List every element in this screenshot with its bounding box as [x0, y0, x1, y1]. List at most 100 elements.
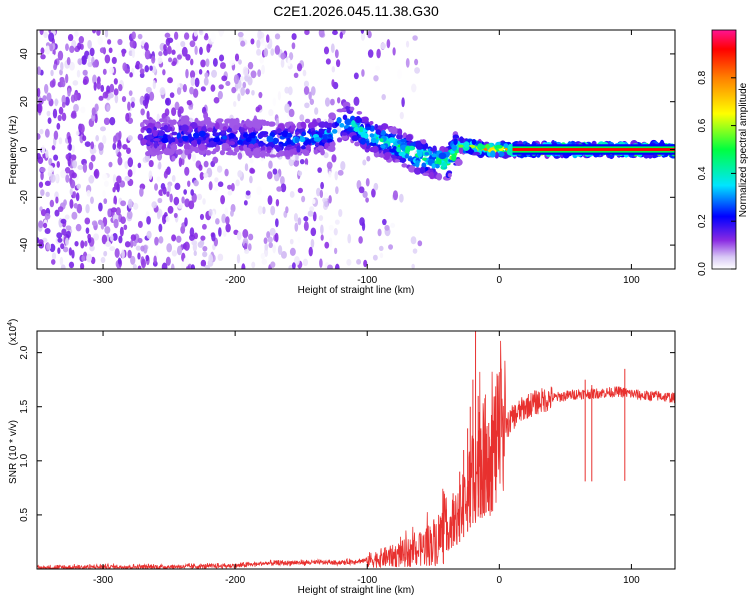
heatmap-noise-cell	[182, 84, 187, 93]
heatmap-signal-cell	[459, 136, 464, 144]
heatmap-noise-cell	[52, 48, 56, 56]
heatmap-signal-cell	[490, 150, 496, 158]
heatmap-signal-cell	[360, 137, 367, 145]
colorbar: 0.0 0.2 0.4 0.6 0.8 Normalized spectral ampl…	[697, 29, 749, 276]
heatmap-noise-cell	[250, 70, 257, 79]
heatmap-noise-cell	[87, 39, 92, 50]
heatmap-noise-cell	[169, 193, 173, 203]
heatmap-noise-cell	[175, 42, 181, 52]
heatmap-noise-cell	[71, 172, 77, 179]
heatmap-noise-cell	[39, 167, 46, 173]
heatmap-noise-cell	[71, 144, 75, 153]
heatmap-noise-cell	[347, 233, 352, 244]
heatmap-noise-cell	[190, 58, 194, 66]
heatmap-noise-cell	[54, 174, 59, 183]
heatmap-signal-cell	[339, 123, 345, 128]
heatmap-noise-cell	[130, 234, 137, 241]
heatmap-noise-cell	[214, 186, 219, 192]
heatmap-signal-cell	[328, 145, 336, 152]
colorbar-tick-label-4: 0.8	[697, 70, 708, 84]
heatmap-noise-cell	[270, 48, 275, 56]
heatmap-noise-cell	[296, 63, 303, 72]
heatmap-signal-cell	[229, 141, 236, 146]
heatmap-signal-cell	[408, 165, 416, 173]
heatmap-noise-cell	[109, 246, 116, 252]
heatmap-noise-cell	[93, 233, 100, 241]
heatmap-noise-cell	[44, 228, 51, 235]
heatmap-noise-cell	[157, 197, 163, 204]
heatmap-noise-cell	[69, 198, 74, 209]
heatmap-noise-cell	[205, 58, 210, 68]
heatmap-noise-cell	[90, 196, 94, 204]
spectrogram-x-tick-label-3: 0	[497, 275, 503, 286]
heatmap-noise-cell	[289, 190, 295, 198]
heatmap-noise-cell	[336, 97, 341, 104]
heatmap-signal-cell	[294, 136, 300, 144]
heatmap-noise-cell	[50, 53, 56, 60]
heatmap-signal-cell	[307, 122, 316, 130]
heatmap-noise-cell	[218, 227, 222, 237]
heatmap-signal-cell	[257, 133, 264, 139]
heatmap-noise-cell	[318, 215, 324, 222]
heatmap-noise-cell	[68, 143, 72, 151]
heatmap-noise-cell	[51, 259, 56, 265]
heatmap-noise-cell	[189, 234, 195, 242]
heatmap-signal-cell	[358, 126, 365, 133]
heatmap-signal-cell	[252, 150, 259, 155]
heatmap-signal-cell	[183, 144, 190, 150]
heatmap-noise-cell	[191, 240, 198, 246]
heatmap-noise-cell	[110, 234, 114, 242]
heatmap-signal-cell	[369, 133, 375, 138]
heatmap-noise-cell	[65, 154, 70, 160]
heatmap-noise-cell	[93, 81, 97, 91]
heatmap-noise-cell	[299, 114, 305, 122]
heatmap-noise-cell	[56, 161, 60, 168]
heatmap-signal-cell	[398, 157, 407, 163]
snr-line-layer	[37, 331, 675, 569]
heatmap-signal-cell	[472, 151, 481, 156]
heatmap-noise-cell	[206, 43, 211, 53]
snr-x-tick-label-1: -200	[225, 575, 245, 586]
heatmap-noise-cell	[122, 144, 128, 150]
heatmap-signal-cell	[161, 137, 169, 144]
heatmap-noise-cell	[249, 158, 254, 164]
heatmap-signal-cell	[413, 167, 422, 175]
heatmap-signal-cell	[375, 129, 382, 135]
spectrogram-heatmap	[37, 30, 675, 269]
heatmap-noise-cell	[268, 242, 273, 249]
heatmap-noise-cell	[268, 160, 273, 169]
heatmap-noise-cell	[166, 243, 173, 253]
heatmap-noise-cell	[46, 92, 52, 102]
heatmap-signal-cell	[431, 163, 436, 169]
heatmap-noise-cell	[193, 250, 197, 257]
heatmap-noise-cell	[38, 220, 44, 229]
heatmap-noise-cell	[184, 217, 188, 227]
heatmap-signal-cell	[151, 145, 160, 153]
heatmap-noise-cell	[331, 154, 337, 163]
heatmap-noise-cell	[100, 222, 105, 230]
heatmap-noise-cell	[200, 235, 206, 241]
heatmap-noise-cell	[141, 258, 147, 269]
heatmap-noise-cell	[188, 200, 195, 210]
spectrogram-y-tick-label-4: 40	[19, 48, 30, 60]
heatmap-noise-cell	[146, 110, 150, 120]
heatmap-noise-cell	[274, 232, 279, 243]
heatmap-noise-cell	[244, 248, 250, 255]
colorbar-tick-label-0: 0.0	[697, 262, 708, 276]
heatmap-noise-cell	[297, 170, 303, 176]
heatmap-noise-cell	[200, 86, 206, 92]
heatmap-noise-cell	[190, 264, 196, 269]
heatmap-noise-cell	[56, 232, 63, 239]
colorbar-tick-label-1: 0.2	[697, 214, 708, 228]
heatmap-noise-cell	[202, 245, 208, 252]
heatmap-signal-cell	[397, 128, 403, 136]
heatmap-noise-cell	[249, 175, 253, 184]
heatmap-noise-cell	[87, 61, 93, 68]
heatmap-noise-cell	[309, 206, 315, 212]
heatmap-noise-cell	[320, 224, 324, 235]
heatmap-signal-cell	[379, 138, 384, 142]
heatmap-noise-cell	[131, 31, 136, 40]
heatmap-noise-cell	[331, 79, 335, 87]
heatmap-signal-cell	[436, 173, 443, 181]
heatmap-noise-cell	[380, 42, 387, 50]
